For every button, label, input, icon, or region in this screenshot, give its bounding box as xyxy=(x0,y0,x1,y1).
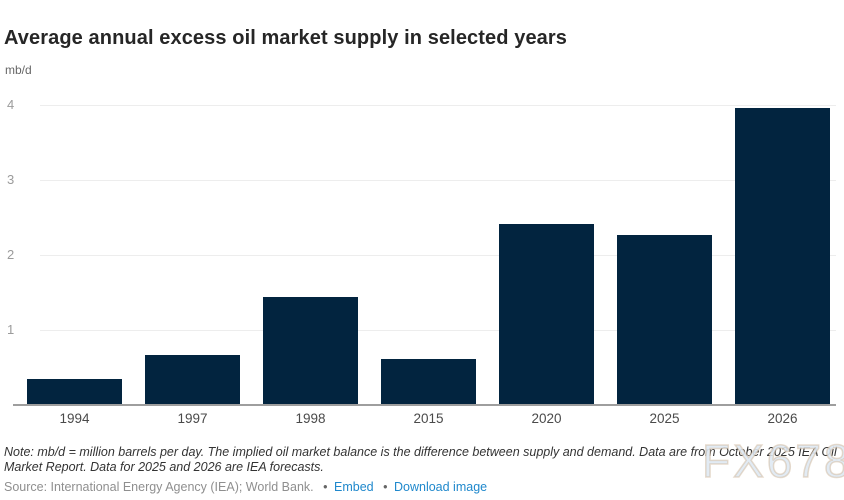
x-tick-label: 1994 xyxy=(59,411,90,426)
gridline xyxy=(40,255,836,257)
bar xyxy=(735,108,830,405)
note-text: Note: mb/d = million barrels per day. Th… xyxy=(4,445,837,474)
y-tick-label: 2 xyxy=(7,247,15,263)
bullet-separator: • xyxy=(323,480,328,494)
x-tick-label: 2025 xyxy=(649,411,680,426)
y-tick-label: 1 xyxy=(7,322,15,338)
y-tick-label: 4 xyxy=(7,97,15,113)
source-row: Source: International Energy Agency (IEA… xyxy=(4,480,840,494)
bar xyxy=(145,354,240,405)
gridline xyxy=(40,180,836,182)
x-tick-label: 2015 xyxy=(413,411,444,426)
x-tick-label: 2026 xyxy=(767,411,798,426)
gridline xyxy=(40,330,836,332)
bar xyxy=(381,358,476,405)
gridline xyxy=(40,105,836,107)
bar xyxy=(617,234,712,405)
chart-title: Average annual excess oil market supply … xyxy=(4,27,568,49)
x-axis-line xyxy=(13,404,836,406)
source-text: Source: International Energy Agency (IEA… xyxy=(4,480,314,494)
x-tick-label: 2020 xyxy=(531,411,562,426)
bullet-separator: • xyxy=(383,480,388,494)
download-image-link[interactable]: Download image xyxy=(393,480,488,494)
bar xyxy=(499,224,594,405)
bar xyxy=(27,378,122,405)
y-axis-unit-label: mb/d xyxy=(5,63,32,77)
embed-link[interactable]: Embed xyxy=(334,480,374,494)
bar xyxy=(263,297,358,405)
x-tick-label: 1997 xyxy=(177,411,208,426)
x-tick-label: 1998 xyxy=(295,411,326,426)
y-tick-label: 3 xyxy=(7,172,15,188)
